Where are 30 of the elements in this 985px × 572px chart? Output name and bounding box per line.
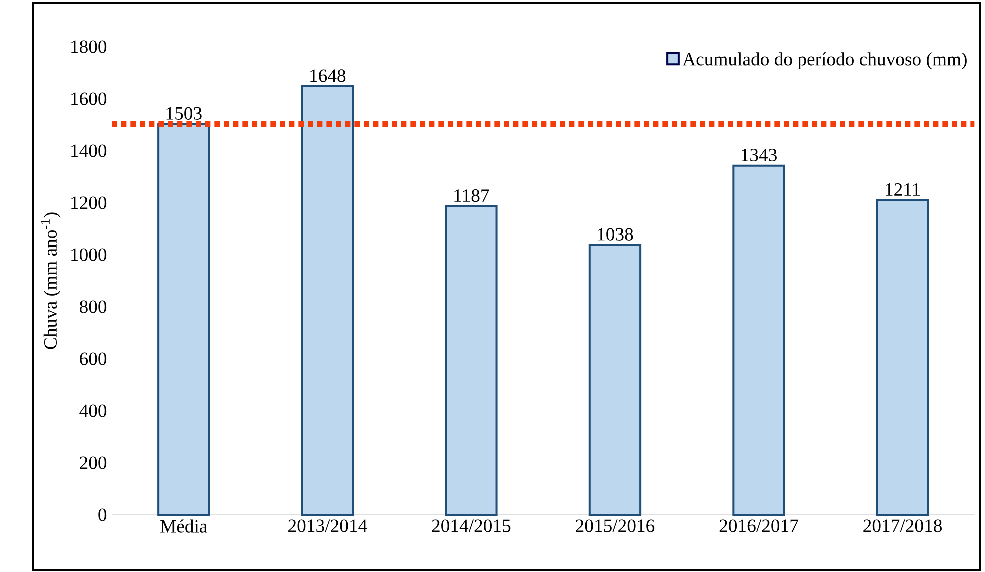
bar [876,199,930,516]
data-label: 1211 [886,184,920,196]
bar [588,244,642,516]
x-tick-label: 2016/2017 [720,520,798,532]
bar [445,205,498,516]
data-label: 1648 [310,70,346,82]
y-axis-title: Chuva (mm ano$^{-1}$) [41,212,61,350]
bar [732,164,786,516]
data-label: 1343 [742,149,777,162]
x-tick-label: 2014/2015 [432,520,511,532]
legend-label: Acumulado do período chuvoso (mm) [682,52,967,70]
y-tick-label: 400 [80,404,107,418]
y-tick-label: 1200 [72,196,107,210]
y-tick-label: 1000 [72,248,107,262]
bar [158,123,210,516]
y-tick-label: 200 [80,456,107,470]
x-tick-label: 2015/2016 [576,520,655,532]
y-tick-label: 1800 [72,40,107,54]
y-tick-label: 600 [80,352,107,366]
data-label: 1503 [166,107,202,120]
x-tick-label: 2017/2018 [864,520,942,532]
x-tick-label: Média [160,520,208,533]
y-tick-label: 1400 [72,144,107,158]
bar [301,86,354,516]
data-label: 1038 [598,228,634,241]
y-tick-label: 800 [80,300,107,314]
y-tick-label: 1600 [72,92,107,106]
data-label: 1187 [454,190,490,202]
x-tick-label: 2013/2014 [288,520,368,532]
y-tick-label: 0 [98,508,107,522]
